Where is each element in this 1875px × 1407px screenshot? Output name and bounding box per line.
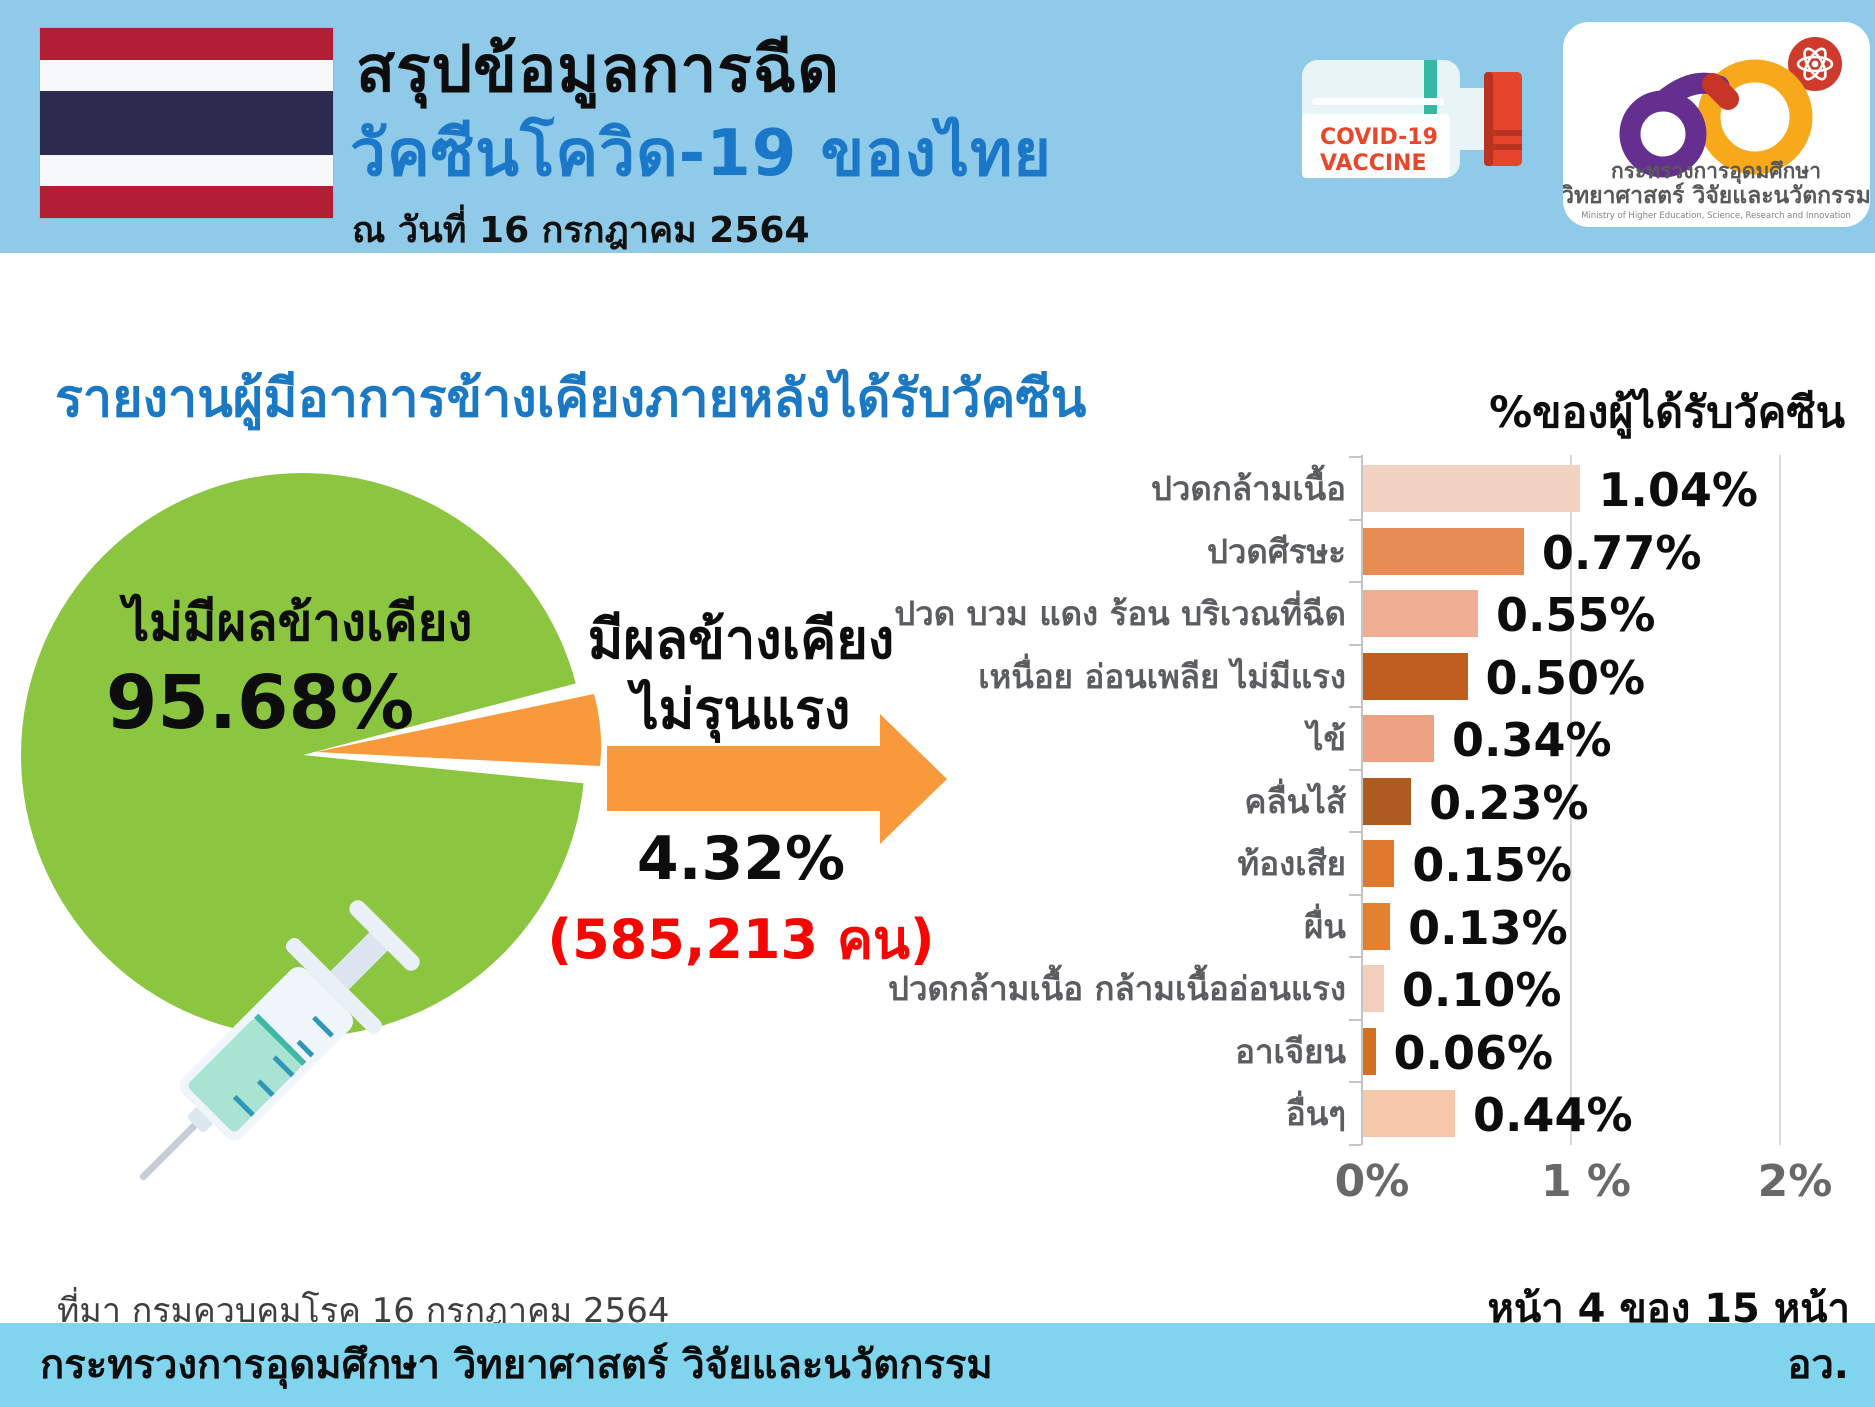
bar-category-label: ปวดกล้ามเนื้อ bbox=[1150, 469, 1346, 508]
footer-band: กระทรวงการอุดมศึกษา วิทยาศาสตร์ วิจัยและ… bbox=[0, 1323, 1875, 1407]
bar-category-label: อื่นๆ bbox=[1285, 1094, 1346, 1133]
flag-stripe-white bbox=[40, 59, 333, 92]
bar-row: ผื่น 0.13% bbox=[0, 900, 1875, 955]
bar bbox=[1363, 902, 1391, 950]
bar-category-label: ปวดศีรษะ bbox=[1206, 531, 1346, 571]
bar-category-label: ไข้ bbox=[1306, 719, 1346, 758]
bar-value-label: 0.34% bbox=[1452, 713, 1612, 767]
y-axis-tick bbox=[1349, 643, 1361, 646]
bar-category-label: คลื่นไส้ bbox=[1244, 781, 1346, 821]
bar bbox=[1363, 527, 1524, 575]
ministry-logo: กระทรวงการอุดมศึกษา วิทยาศาสตร์ วิจัยและ… bbox=[1560, 22, 1871, 227]
report-date: ณ วันที่ 16 กรกฎาคม 2564 bbox=[352, 210, 810, 251]
bar-row: ปวด บวม แดง ร้อน บริเวณที่ฉีด 0.55% bbox=[0, 588, 1875, 642]
bar-value-label: 0.44% bbox=[1472, 1088, 1633, 1142]
y-axis-tick bbox=[1349, 1018, 1361, 1021]
bar bbox=[1363, 1027, 1376, 1075]
svg-text:VACCINE: VACCINE bbox=[1320, 151, 1426, 176]
flag-stripe-red bbox=[40, 28, 333, 60]
thailand-flag-icon bbox=[40, 28, 333, 218]
logo-thai-line1: กระทรวงการอุดมศึกษา bbox=[1611, 159, 1821, 185]
bar-row: ปวดศีรษะ 0.77% bbox=[0, 525, 1875, 580]
bar bbox=[1363, 840, 1395, 887]
atom-icon bbox=[1796, 47, 1834, 81]
logo-thai-line2: วิทยาศาสตร์ วิจัยและนวัตกรรม bbox=[1563, 182, 1870, 209]
svg-text:COVID-19: COVID-19 bbox=[1320, 125, 1438, 150]
bar-value-label: 1.04% bbox=[1598, 463, 1758, 517]
arrow-right-icon bbox=[607, 714, 947, 844]
bar-category-label: ผื่น bbox=[1304, 906, 1346, 946]
bar-row: คลื่นไส้ 0.23% bbox=[0, 775, 1875, 830]
y-axis-line bbox=[1361, 455, 1363, 1145]
footer-ministry-name: กระทรวงการอุดมศึกษา วิทยาศาสตร์ วิจัยและ… bbox=[40, 1342, 993, 1388]
bar bbox=[1363, 777, 1412, 825]
bar-row: ไข้ 0.34% bbox=[0, 713, 1875, 767]
bar-category-label: ท้องเสีย bbox=[1237, 844, 1346, 883]
bar-row: อาเจียน 0.06% bbox=[0, 1025, 1875, 1080]
gridline bbox=[1570, 455, 1572, 1145]
side-effect-value: 4.32% bbox=[636, 824, 846, 894]
logo-english-line: Ministry of Higher Education, Science, R… bbox=[1581, 211, 1851, 221]
pie-no-side-effect-value: 95.68% bbox=[105, 660, 415, 746]
bar-value-label: 0.23% bbox=[1429, 775, 1589, 830]
pie-no-side-effect-label: ไม่มีผลข้างเคียง bbox=[123, 594, 473, 653]
bar-value-label: 0.06% bbox=[1393, 1025, 1554, 1080]
bar-chart-axis-title: %ของผู้ได้รับวัคซีน bbox=[1489, 388, 1845, 438]
y-axis-tick bbox=[1349, 768, 1361, 771]
y-axis-tick bbox=[1349, 956, 1361, 958]
syringe-icon bbox=[139, 900, 420, 1181]
x-axis-tick-label: 2% bbox=[1757, 1156, 1833, 1207]
x-axis-tick-label: 0% bbox=[1334, 1156, 1410, 1207]
side-effect-count: (585,213 คน) bbox=[547, 908, 935, 971]
bar-row: ปวดกล้ามเนื้อ กล้ามเนื้ออ่อนแรง 0.10% bbox=[0, 963, 1875, 1017]
gridline bbox=[1779, 455, 1781, 1145]
flag-stripe-white bbox=[40, 154, 333, 187]
bar bbox=[1363, 590, 1478, 637]
y-axis-tick bbox=[1349, 706, 1361, 708]
flag-stripe-navy bbox=[40, 91, 333, 155]
bar-value-label: 0.55% bbox=[1495, 588, 1656, 642]
y-axis-tick bbox=[1349, 893, 1361, 896]
bar bbox=[1363, 965, 1384, 1012]
side-effect-label-line2: ไม่รุนแรง bbox=[631, 678, 851, 741]
page-title: สรุปข้อมูลการฉีด bbox=[356, 33, 840, 107]
bar-category-label: ปวดกล้ามเนื้อ กล้ามเนื้ออ่อนแรง bbox=[888, 969, 1346, 1008]
y-axis-tick bbox=[1349, 1143, 1361, 1146]
y-axis-tick bbox=[1349, 581, 1361, 583]
y-axis-tick bbox=[1349, 1081, 1361, 1083]
bar-row: ท้องเสีย 0.15% bbox=[0, 838, 1875, 892]
bar-value-label: 0.77% bbox=[1541, 525, 1702, 580]
section-title: รายงานผู้มีอาการข้างเคียงภายหลังได้รับวั… bbox=[55, 369, 1087, 429]
bar-value-label: 0.10% bbox=[1401, 963, 1562, 1017]
ministry-logo-graphic: กระทรวงการอุดมศึกษา วิทยาศาสตร์ วิจัยและ… bbox=[1560, 37, 1871, 221]
bar-value-label: 0.13% bbox=[1408, 900, 1568, 955]
bar bbox=[1363, 465, 1581, 512]
bar-row: อื่นๆ 0.44% bbox=[0, 1088, 1875, 1142]
side-effect-label-line1: มีผลข้างเคียง bbox=[587, 608, 895, 671]
y-axis-tick bbox=[1349, 518, 1361, 521]
bar-category-label: ปวด บวม แดง ร้อน บริเวณที่ฉีด bbox=[894, 594, 1346, 633]
bar bbox=[1363, 715, 1435, 762]
pie-chart bbox=[21, 473, 947, 1181]
bar bbox=[1363, 1090, 1455, 1137]
bar bbox=[1363, 652, 1468, 700]
header-band: สรุปข้อมูลการฉีด วัคซีนโควิด-19 ของไทย ณ… bbox=[0, 0, 1875, 253]
flag-stripe-red bbox=[40, 186, 333, 218]
bar-row: เหนื่อย อ่อนเพลีย ไม่มีแรง 0.50% bbox=[0, 650, 1875, 705]
bar-category-label: อาเจียน bbox=[1235, 1031, 1346, 1071]
y-axis-tick bbox=[1349, 831, 1361, 833]
y-axis-tick bbox=[1349, 456, 1361, 458]
vaccine-bottle-icon: COVID-19 VACCINE bbox=[1302, 60, 1522, 178]
page-subtitle: วัคซีนโควิด-19 ของไทย bbox=[350, 117, 1052, 191]
bar-row: ปวดกล้ามเนื้อ 1.04% bbox=[0, 463, 1875, 517]
footer-ministry-abbr: อว. bbox=[1787, 1342, 1849, 1388]
bar-category-label: เหนื่อย อ่อนเพลีย ไม่มีแรง bbox=[978, 656, 1346, 696]
infinity-60-mark bbox=[1619, 59, 1813, 178]
bar-value-label: 0.50% bbox=[1485, 650, 1646, 705]
pie-slice-side-effect bbox=[316, 694, 602, 766]
bar-value-label: 0.15% bbox=[1412, 838, 1572, 892]
x-axis-tick-label: 1 % bbox=[1540, 1156, 1632, 1207]
